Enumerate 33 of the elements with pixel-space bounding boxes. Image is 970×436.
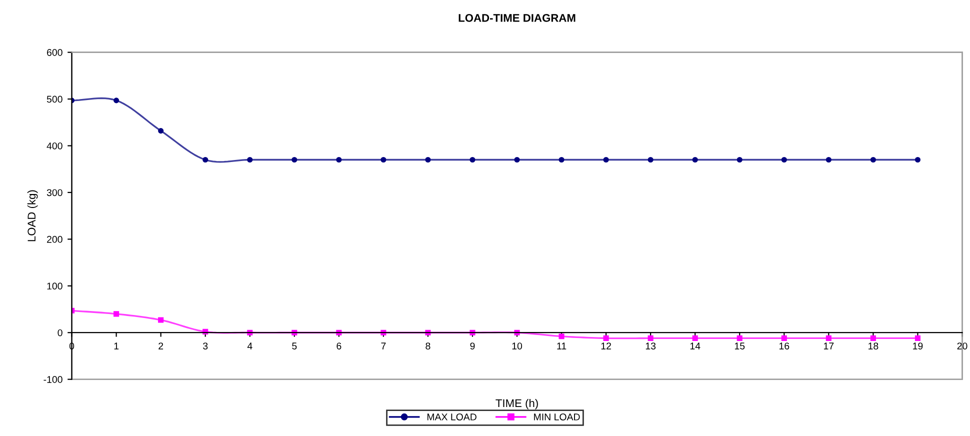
x-tick-label: 12 [601, 342, 611, 350]
x-tick-label: 2 [158, 342, 164, 350]
y-tick-label: 500 [46, 96, 62, 103]
x-tick-label: 3 [203, 342, 208, 350]
x-tick-label: 18 [868, 342, 878, 350]
x-tick-label: 8 [426, 342, 430, 350]
x-tick-label: 15 [734, 342, 745, 350]
y-tick-label: -100 [44, 376, 62, 383]
x-tick-label: 10 [512, 342, 522, 350]
x-tick-label: 17 [824, 342, 834, 350]
x-tick-label: 14 [690, 342, 700, 350]
x-tick-label: 1 [114, 342, 119, 350]
x-tick-label: 20 [957, 342, 968, 350]
legend-label: MAX LOAD [427, 414, 476, 420]
x-axis-title: TIME (h) [496, 398, 538, 410]
x-tick-label: 16 [779, 342, 790, 350]
y-tick-label: 600 [47, 49, 62, 56]
x-tick-label: 13 [646, 342, 656, 350]
y-tick-label: 0 [58, 329, 62, 336]
x-tick-label: 11 [557, 342, 566, 350]
x-tick-label: 5 [292, 342, 297, 350]
x-tick-label: 7 [381, 342, 386, 350]
y-tick-label: 400 [46, 142, 62, 150]
x-tick-label: 9 [470, 342, 475, 350]
y-tick-label: 200 [47, 236, 62, 243]
y-tick-label: 100 [47, 282, 62, 290]
x-tick-label: 4 [247, 342, 252, 350]
y-axis-title: LOAD (kg) [27, 190, 38, 242]
legend-label: MIN LOAD [534, 414, 580, 420]
y-tick-label: 300 [46, 189, 62, 196]
x-tick-label: 19 [913, 342, 923, 350]
x-tick-label: 6 [336, 342, 342, 350]
chart-title: LOAD-TIME DIAGRAM [458, 14, 576, 22]
